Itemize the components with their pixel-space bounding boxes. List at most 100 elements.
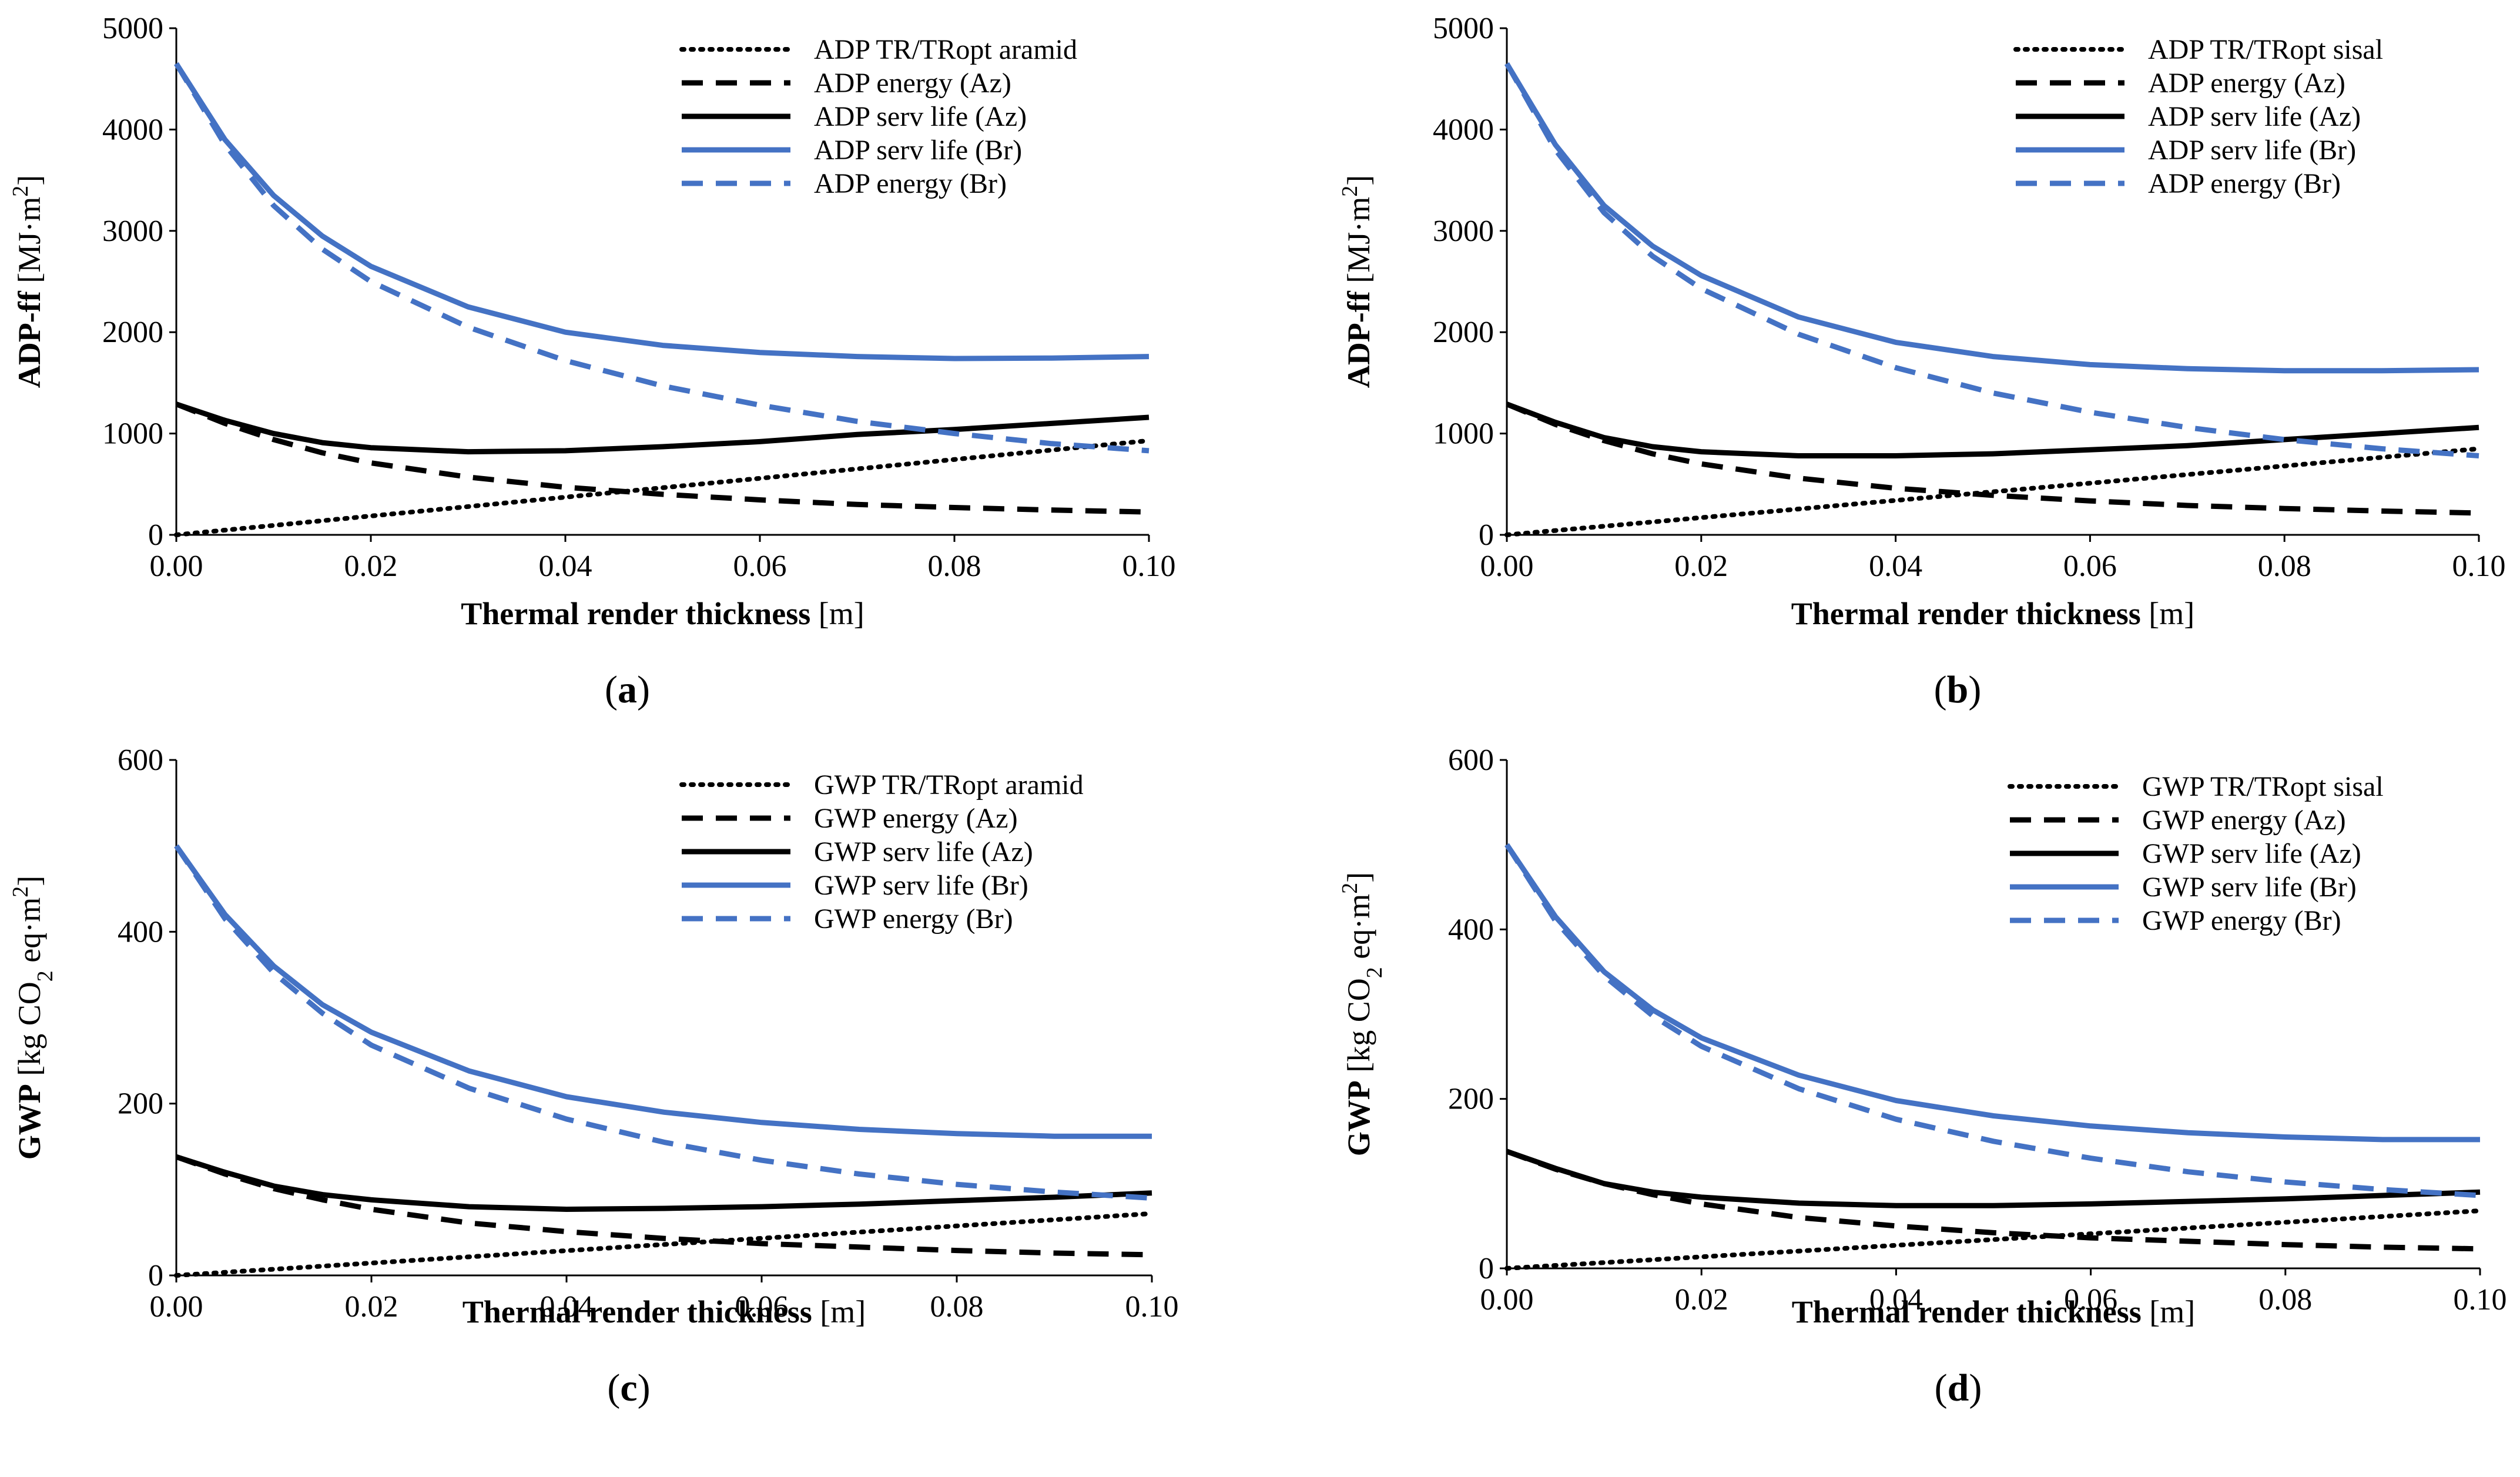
legend-label: ADP energy (Br) bbox=[814, 168, 1007, 199]
panel-label: (c) bbox=[607, 1367, 650, 1409]
x-tick-label: 0.02 bbox=[345, 1290, 398, 1324]
series-line-1 bbox=[1506, 1148, 2481, 1252]
legend-label: GWP serv life (Br) bbox=[2142, 872, 2357, 903]
x-tick-label: 0.00 bbox=[150, 550, 203, 583]
y-tick-label: 2000 bbox=[1433, 316, 1494, 349]
panel-label: (d) bbox=[1935, 1367, 1982, 1409]
panel-d: 0 200 400 600 0.00 0.02 0.04 0.06 0.08 0.10 GWP TR… bbox=[1338, 743, 2507, 1409]
series-line-0 bbox=[174, 438, 1151, 537]
series-line-3 bbox=[1504, 62, 2479, 374]
y-tick-label: 4000 bbox=[1433, 113, 1494, 146]
x-tick-label: 0.00 bbox=[150, 1290, 203, 1324]
y-tick-label: 2000 bbox=[102, 316, 163, 349]
x-tick-label: 0.10 bbox=[1125, 1290, 1179, 1324]
legend-label: ADP serv life (Br) bbox=[814, 135, 1022, 166]
y-tick-label: 3000 bbox=[1433, 215, 1494, 248]
legend-label: GWP energy (Br) bbox=[2142, 905, 2341, 936]
series-line-2 bbox=[1506, 1148, 2481, 1208]
y-axis-title: ADP-ff [MJ·m2] bbox=[1338, 175, 1376, 388]
panel-label: (a) bbox=[605, 668, 650, 711]
y-axis-title: GWP [kg CO2 eq·m2] bbox=[8, 876, 58, 1160]
x-tick-label: 0.06 bbox=[2064, 1283, 2117, 1317]
legend-label: ADP TR/TRopt aramid bbox=[814, 34, 1077, 65]
series-line-3 bbox=[174, 844, 1152, 1139]
y-tick-label: 5000 bbox=[1433, 12, 1494, 45]
x-tick-label: 0.02 bbox=[344, 550, 398, 583]
x-tick-label: 0.08 bbox=[2258, 550, 2311, 583]
series-line-3 bbox=[174, 62, 1150, 361]
legend-label: ADP energy (Az) bbox=[814, 68, 1011, 99]
x-tick-label: 0.04 bbox=[539, 550, 592, 583]
y-tick-label: 600 bbox=[118, 743, 163, 777]
series-line-4 bbox=[174, 844, 1152, 1201]
legend-label: ADP energy (Az) bbox=[2148, 68, 2345, 99]
legend-label: GWP energy (Br) bbox=[814, 903, 1013, 935]
legend-label: ADP serv life (Br) bbox=[2148, 135, 2356, 166]
x-tick-label: 0.00 bbox=[1480, 1283, 1534, 1317]
panel-label: (b) bbox=[1934, 668, 1982, 711]
x-tick-label: 0.04 bbox=[1869, 1283, 1923, 1317]
y-tick-label: 0 bbox=[148, 518, 163, 552]
x-tick-label: 0.06 bbox=[735, 1290, 789, 1324]
y-tick-label: 400 bbox=[1448, 913, 1494, 946]
x-tick-label: 0.04 bbox=[1869, 550, 1922, 583]
y-tick-label: 0 bbox=[148, 1259, 163, 1292]
x-tick-label: 0.04 bbox=[540, 1290, 594, 1324]
y-tick-label: 400 bbox=[118, 915, 163, 949]
legend-label: ADP serv life (Az) bbox=[2148, 101, 2361, 132]
y-tick-label: 200 bbox=[118, 1087, 163, 1121]
y-tick-label: 1000 bbox=[1433, 417, 1494, 451]
legend-label: GWP energy (Az) bbox=[814, 803, 1018, 834]
y-tick-label: 200 bbox=[1448, 1083, 1494, 1116]
x-tick-label: 0.02 bbox=[1675, 1283, 1728, 1317]
series-line-4 bbox=[174, 62, 1150, 454]
x-tick-label: 0.10 bbox=[2452, 550, 2506, 583]
series-line-3 bbox=[1504, 843, 2480, 1143]
y-tick-label: 3000 bbox=[102, 215, 163, 248]
panel-c: 0 200 400 600 0.00 0.02 0.04 0.06 0.08 0.10 GWP TR… bbox=[8, 743, 1179, 1409]
y-tick-label: 4000 bbox=[102, 113, 163, 146]
y-tick-label: 5000 bbox=[102, 12, 163, 45]
panel-a: 0 1000 2000 3000 4000 5000 0.00 0.02 0.04 0.06 0.0… bbox=[8, 12, 1176, 711]
x-tick-label: 0.00 bbox=[1480, 550, 1534, 583]
legend-label: GWP energy (Az) bbox=[2142, 805, 2346, 836]
y-axis-title: ADP-ff [MJ·m2] bbox=[8, 175, 47, 388]
x-axis-title: Thermal render thickness [m] bbox=[1791, 596, 2194, 631]
series-line-2 bbox=[1506, 401, 2479, 458]
series-line-0 bbox=[174, 1211, 1154, 1278]
y-tick-label: 0 bbox=[1479, 518, 1494, 552]
series-line-2 bbox=[175, 1154, 1152, 1212]
series-line-4 bbox=[1504, 843, 2481, 1198]
legend-label: ADP TR/TRopt sisal bbox=[2148, 34, 2383, 65]
legend-label: ADP serv life (Az) bbox=[814, 101, 1027, 132]
x-tick-label: 0.08 bbox=[2258, 1283, 2312, 1317]
series-line-1 bbox=[175, 401, 1150, 515]
x-tick-label: 0.02 bbox=[1674, 550, 1728, 583]
series-line-0 bbox=[1504, 446, 2481, 537]
legend-label: GWP TR/TRopt sisal bbox=[2142, 771, 2384, 802]
x-tick-label: 0.06 bbox=[733, 550, 787, 583]
series-line-1 bbox=[1506, 401, 2479, 516]
legend-label: GWP serv life (Az) bbox=[814, 836, 1033, 868]
x-axis-title: Thermal render thickness [m] bbox=[1792, 1294, 2195, 1329]
x-axis-title: Thermal render thickness [m] bbox=[461, 596, 864, 631]
series-line-0 bbox=[1504, 1208, 2482, 1271]
y-tick-label: 600 bbox=[1448, 743, 1494, 777]
legend-label: GWP TR/TRopt aramid bbox=[814, 769, 1084, 801]
x-tick-label: 0.10 bbox=[1122, 550, 1176, 583]
series-line-2 bbox=[175, 401, 1150, 455]
x-tick-label: 0.10 bbox=[2454, 1283, 2507, 1317]
x-tick-label: 0.06 bbox=[2063, 550, 2117, 583]
legend-label: ADP energy (Br) bbox=[2148, 168, 2341, 199]
series-line-4 bbox=[1504, 62, 2479, 458]
y-axis-title: GWP [kg CO2 eq·m2] bbox=[1338, 872, 1387, 1156]
x-axis-title: Thermal render thickness [m] bbox=[463, 1294, 866, 1329]
y-tick-label: 1000 bbox=[102, 417, 163, 451]
legend-label: GWP serv life (Br) bbox=[814, 870, 1028, 901]
panel-b: 0 1000 2000 3000 4000 5000 0.00 0.02 0.04 0.06 0.0… bbox=[1338, 12, 2506, 711]
x-tick-label: 0.08 bbox=[930, 1290, 984, 1324]
